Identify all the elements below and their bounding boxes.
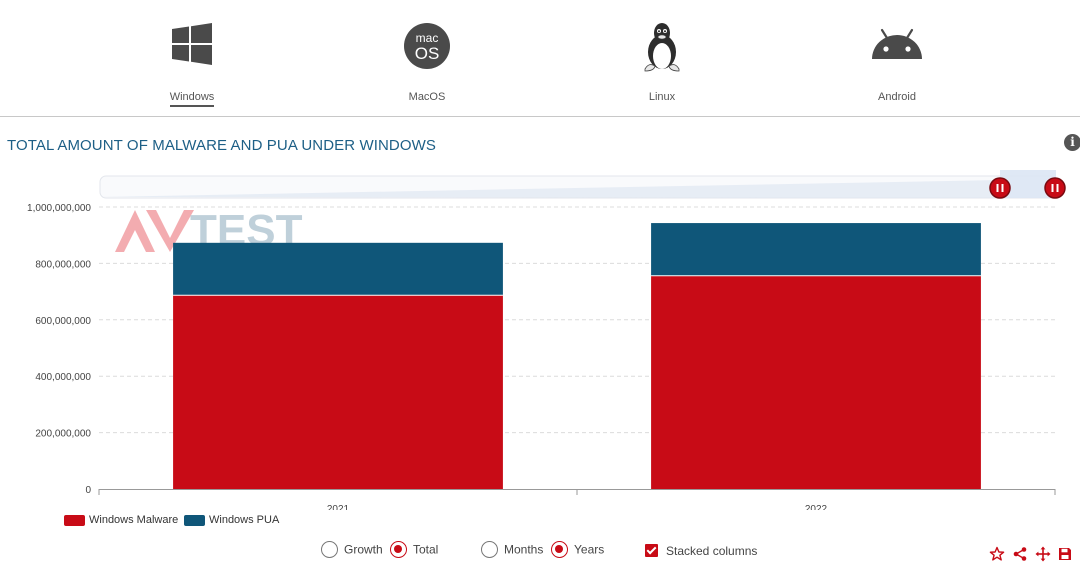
bar-pua-2021[interactable]	[173, 242, 503, 296]
tab-android[interactable]: Android	[827, 0, 967, 117]
y-tick-label: 0	[85, 485, 91, 496]
radio-label: Growth	[344, 542, 383, 557]
tab-label: MacOS	[408, 91, 446, 103]
bar-malware-2021[interactable]	[173, 295, 503, 489]
radio-label: Total	[413, 542, 439, 557]
os-tab-bar: Windows mac OS MacOS	[0, 0, 1080, 117]
radio-total[interactable]: Total	[390, 541, 438, 559]
tab-label: Linux	[648, 91, 676, 103]
x-tick-label: 2021	[327, 504, 350, 510]
x-tick-label: 2022	[805, 504, 828, 510]
macos-icon-text-bottom: OS	[415, 44, 440, 63]
navigator-handle-left[interactable]	[989, 177, 1011, 199]
navigator-handle-right[interactable]	[1044, 177, 1066, 199]
legend-swatch	[64, 514, 85, 526]
y-tick-label: 800,000,000	[35, 259, 91, 270]
bar-malware-2022[interactable]	[651, 275, 981, 489]
bars	[173, 223, 981, 489]
tab-linux[interactable]: Linux	[592, 0, 732, 117]
legend-label: Windows Malware	[89, 514, 179, 527]
legend-swatch	[184, 514, 205, 526]
radio-circle[interactable]	[390, 541, 407, 558]
y-tick-label: 200,000,000	[35, 429, 91, 440]
legend-label: Windows PUA	[209, 514, 280, 527]
radio-label: Years	[574, 542, 605, 557]
radio-circle[interactable]	[481, 541, 498, 558]
stacked-columns-checkbox[interactable]: Stacked columns	[645, 543, 757, 561]
chart-navigator[interactable]	[99, 170, 1066, 199]
linux-icon	[641, 22, 683, 77]
radio-circle[interactable]	[321, 541, 338, 558]
watermark-v-shape	[146, 210, 194, 252]
bar-pua-2022[interactable]	[651, 223, 981, 276]
stacked-column-chart: TEST 0200,000,000400,000,000600,000,0008…	[27, 170, 1066, 510]
checkbox-box[interactable]	[645, 544, 658, 558]
save-icon[interactable]	[1057, 546, 1073, 562]
tab-windows[interactable]: Windows	[122, 0, 262, 117]
radio-circle[interactable]	[551, 541, 568, 558]
y-tick-label: 400,000,000	[35, 372, 91, 383]
tab-macos[interactable]: mac OS MacOS	[357, 0, 497, 117]
radio-months[interactable]: Months	[481, 541, 543, 559]
macos-icon: mac OS	[403, 22, 451, 75]
android-icon	[870, 28, 924, 65]
star-icon[interactable]	[989, 546, 1005, 562]
checkbox-label: Stacked columns	[666, 543, 758, 558]
legend-item-pua[interactable]: Windows PUA	[184, 514, 279, 526]
info-icon[interactable]: i	[1064, 134, 1080, 151]
share-icon[interactable]	[1012, 546, 1028, 562]
tab-label: Android	[878, 91, 916, 103]
y-tick-label: 600,000,000	[35, 316, 91, 327]
windows-icon	[170, 22, 214, 71]
radio-years[interactable]: Years	[551, 541, 604, 559]
grid	[99, 206, 1055, 434]
tab-label: Windows	[169, 91, 215, 107]
move-icon[interactable]	[1035, 546, 1051, 562]
macos-icon-text-top: mac	[416, 31, 439, 45]
legend-item-malware[interactable]: Windows Malware	[64, 514, 178, 526]
y-tick-label: 1,000,000,000	[27, 203, 91, 214]
watermark-a-shape	[115, 210, 155, 252]
radio-growth[interactable]: Growth	[321, 541, 383, 559]
axes: 0 200,000,000 400,000,000 600,000,000 800,00…	[27, 203, 1056, 510]
radio-label: Months	[504, 542, 544, 557]
chart-title: TOTAL AMOUNT OF MALWARE AND PUA UNDER WI…	[7, 137, 436, 154]
